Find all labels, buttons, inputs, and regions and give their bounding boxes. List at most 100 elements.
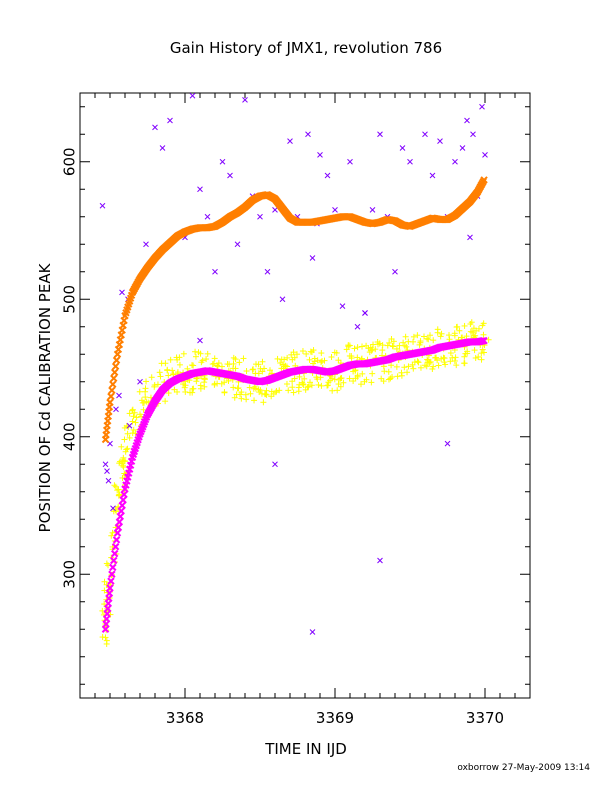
high-raw-point [126,422,133,429]
fit-marker [110,556,118,565]
low-raw-point [251,383,258,390]
low-raw-point [314,357,321,364]
low-raw-point [126,410,133,417]
low-raw-point [238,389,245,396]
low-raw-point [277,359,284,366]
low-raw-point [351,345,358,352]
low-raw-point [174,356,181,363]
low-raw-point [352,367,359,374]
low-raw-point [453,362,460,369]
x-tick-label: 3369 [316,709,354,727]
low-raw-point [103,637,110,644]
low-raw-point [187,389,194,396]
fit-marker [109,563,117,572]
low-raw-point [296,373,303,380]
high-raw-point [234,241,241,248]
low-raw-point [263,387,270,394]
low-raw-point [257,387,264,394]
low-raw-point [390,343,397,350]
low-raw-point [112,483,119,490]
low-raw-point [174,388,181,395]
low-raw-point [283,363,290,370]
low-raw-point [101,601,108,608]
fit-marker [110,374,118,383]
low-raw-point [354,373,361,380]
tick-layer: 3368 3369 3370 300 400 500 600 [61,93,531,727]
low-raw-point [283,380,290,387]
high-raw-point [242,97,248,103]
low-raw-point [354,354,361,361]
high-raw-point [467,234,473,241]
low-raw-point [401,342,408,349]
high-raw-point [212,268,218,275]
low-raw-point [445,332,452,339]
low-raw-point [235,385,242,392]
low-raw-point [472,354,479,361]
fit-marker [106,584,114,592]
low-raw-point [151,382,158,389]
low-raw-point [335,357,342,364]
high-raw-point [189,92,196,99]
low-raw-point [278,356,285,363]
high-raw-point [309,629,316,635]
low-raw-point [289,384,296,391]
high-raw-point [110,505,116,512]
low-raw-point [238,395,245,402]
low-raw-point [157,373,164,380]
low-raw-point [102,634,109,641]
high-raw-point [305,131,311,138]
low-raw-point [398,372,405,379]
low-raw-point [390,338,397,345]
low-raw-point [430,337,437,344]
high-raw-point [104,468,110,474]
low-raw-point [473,327,480,334]
high-raw-point [464,117,470,124]
low-raw-point [337,383,344,390]
low-raw-point [458,334,465,341]
low-raw-point [385,376,392,383]
low-raw-point [291,354,298,361]
low-raw-point [393,363,400,370]
low-raw-point [404,369,411,376]
fit-marker [113,529,122,537]
low-raw-point [267,367,274,374]
low-raw-point [230,384,237,391]
low-raw-point [315,381,322,388]
high-raw-point [324,172,331,179]
low-raw-point [361,378,368,385]
low-raw-point [348,353,355,360]
low-raw-point [414,358,421,365]
high-raw-point [317,152,323,158]
low-raw-point [218,363,225,370]
low-raw-point [209,361,216,368]
low-raw-point [366,349,373,356]
fit-marker [108,386,116,395]
low-raw-point [295,388,302,395]
low-raw-point [306,356,313,363]
low-raw-point [359,370,366,377]
low-raw-point [101,578,108,585]
low-raw-point [318,359,325,366]
low-raw-point [451,357,458,364]
low-raw-point [261,391,268,398]
low-raw-point [401,364,408,371]
y-tick-label: 400 [61,422,79,451]
low-raw-point [236,359,243,366]
low-raw-point [240,355,247,362]
low-raw-point [328,354,335,361]
high-raw-point [437,138,443,144]
low-raw-point [120,464,127,471]
low-raw-point [126,434,133,441]
x-tick-label: 3368 [166,709,204,727]
low-raw-point [221,379,228,386]
low-raw-point [479,346,486,353]
high-raw-point [99,202,106,209]
low-raw-point [193,378,200,385]
low-raw-point [456,327,463,334]
low-raw-point [246,384,253,391]
low-raw-point [417,364,424,371]
low-raw-point [427,358,434,365]
low-raw-point [461,322,468,329]
high-raw-point [197,337,203,344]
